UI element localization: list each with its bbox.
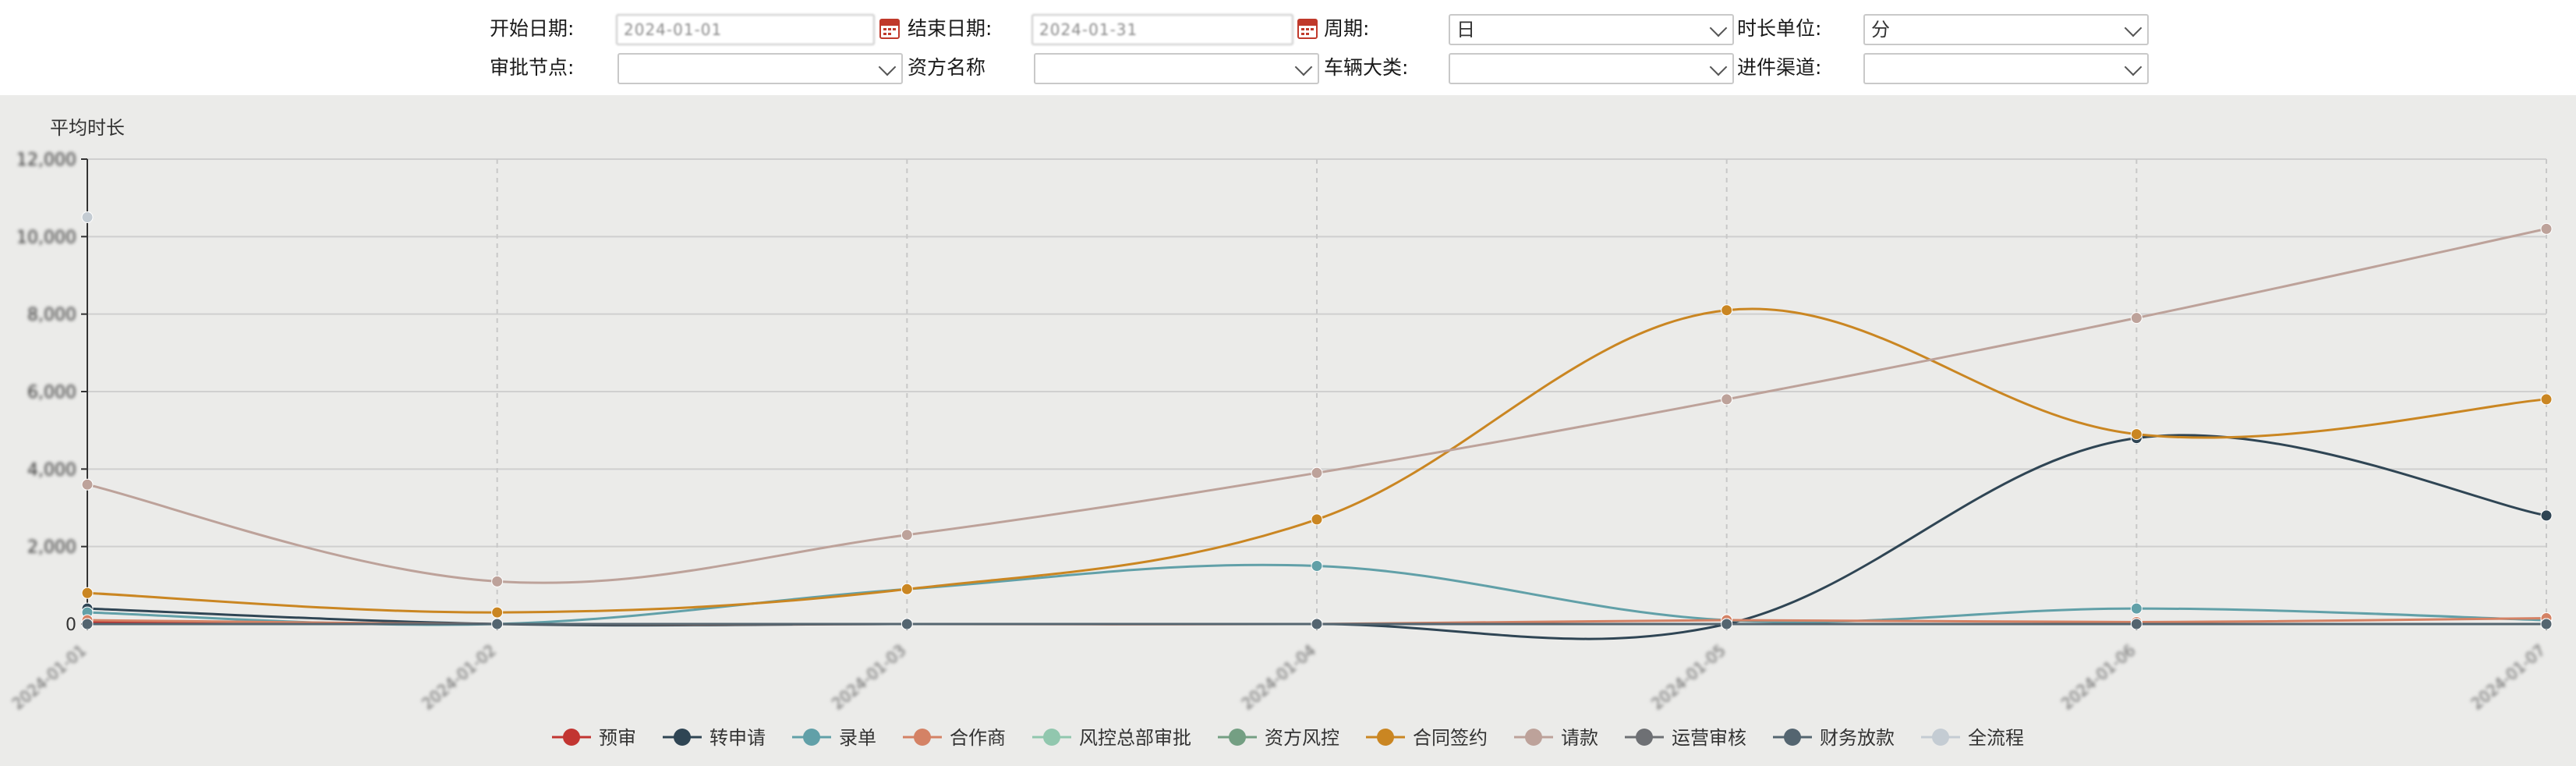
data-point [1721,619,1732,629]
legend-label: 财务放款 [1820,727,1895,749]
chevron-down-icon [2125,59,2143,76]
legend-label: 合作商 [950,727,1006,749]
x-tick-label: 2024-01-06 [2058,640,2139,713]
legend-marker-icon [1636,729,1653,746]
legend-label: 预审 [599,727,636,749]
legend-label: 全流程 [1968,727,2024,749]
data-point [492,619,503,629]
data-point [901,583,912,594]
start-date-label: 开始日期: [490,17,574,41]
chevron-down-icon [1710,20,1728,37]
y-tick-label: 6,000 [27,383,76,403]
legend-label: 录单 [839,727,876,749]
x-tick-label: 2024-01-02 [418,640,499,713]
filter-bar: 开始日期: 2024-01-01 结束日期: 2024-01-31 周期: 日 … [0,0,2576,95]
line-chart: 0 2,000 4,000 6,000 8,000 10,000 12,000 2024-01… [0,95,2576,766]
chevron-down-icon [2125,20,2143,37]
legend-marker-icon [1932,729,1949,746]
legend-marker-icon [674,729,691,746]
data-point [1311,619,1322,629]
fund-name-label: 资方名称 [908,56,985,80]
data-point [901,619,912,629]
data-point [1311,467,1322,478]
legend-marker-icon [1377,729,1394,746]
channel-select[interactable] [1863,53,2149,84]
period-select[interactable]: 日 [1449,14,1734,45]
legend-label: 请款 [1561,727,1598,749]
legend-marker-icon [803,729,820,746]
duration-unit-select[interactable]: 分 [1863,14,2149,45]
data-point [2541,510,2552,521]
start-date-input[interactable]: 2024-01-01 [616,14,875,45]
vehicle-category-select[interactable] [1449,53,1734,84]
chart-panel: 平均时长 0 2,000 4,000 6,000 8,000 10,000 12,000 20… [0,95,2576,766]
legend-marker-icon [1784,729,1801,746]
legend-label: 转申请 [709,727,766,749]
data-point [82,212,93,223]
y-tick-label: 2,000 [27,538,76,558]
data-point [2541,223,2552,234]
data-point [492,607,503,618]
x-tick-label: 2024-01-07 [2468,640,2549,713]
data-point [492,576,503,587]
approval-node-select[interactable] [617,53,903,84]
data-point [82,587,93,598]
legend-label: 合同签约 [1413,727,1488,749]
x-tick-label: 2024-01-03 [828,640,909,713]
data-point [2131,429,2142,440]
data-point [2131,619,2142,629]
duration-unit-select-value: 分 [1871,19,1890,41]
legend-label: 资方风控 [1265,727,1339,749]
chevron-down-icon [1295,59,1313,76]
chevron-down-icon [879,59,897,76]
x-tick-label: 2024-01-01 [9,640,90,713]
data-point [82,619,93,629]
legend-marker-icon [1043,729,1060,746]
calendar-icon[interactable] [1297,19,1318,39]
data-point [82,479,93,490]
end-date-label: 结束日期: [908,17,992,41]
x-tick-label: 2024-01-05 [1647,640,1729,713]
fund-name-select[interactable] [1034,53,1319,84]
chevron-down-icon [1710,59,1728,76]
channel-label: 进件渠道: [1737,56,1821,80]
y-tick-label: 4,000 [27,460,76,480]
approval-node-label: 审批节点: [490,56,574,80]
period-label: 周期: [1324,17,1369,41]
legend-marker-icon [563,729,580,746]
calendar-icon[interactable] [879,19,900,39]
data-point [2131,313,2142,324]
y-tick-label: 0 [65,615,76,635]
legend-label: 风控总部审批 [1079,727,1191,749]
legend-marker-icon [1229,729,1246,746]
data-point [901,530,912,541]
y-tick-label: 8,000 [27,306,76,325]
vehicle-category-label: 车辆大类: [1324,56,1408,80]
data-point [1311,514,1322,525]
x-tick-label: 2024-01-04 [1238,640,1319,713]
y-tick-label: 12,000 [16,151,76,170]
end-date-input[interactable]: 2024-01-31 [1031,14,1293,45]
data-point [2541,394,2552,405]
y-tick-label: 10,000 [16,228,76,247]
data-point [2541,619,2552,629]
legend-marker-icon [1525,729,1542,746]
legend-marker-icon [914,729,931,746]
data-point [1721,394,1732,405]
data-point [1721,305,1732,316]
data-point [2131,603,2142,614]
data-point [1311,561,1322,572]
legend-label: 运营审核 [1672,727,1746,749]
duration-unit-label: 时长单位: [1737,17,1821,41]
period-select-value: 日 [1456,19,1475,41]
